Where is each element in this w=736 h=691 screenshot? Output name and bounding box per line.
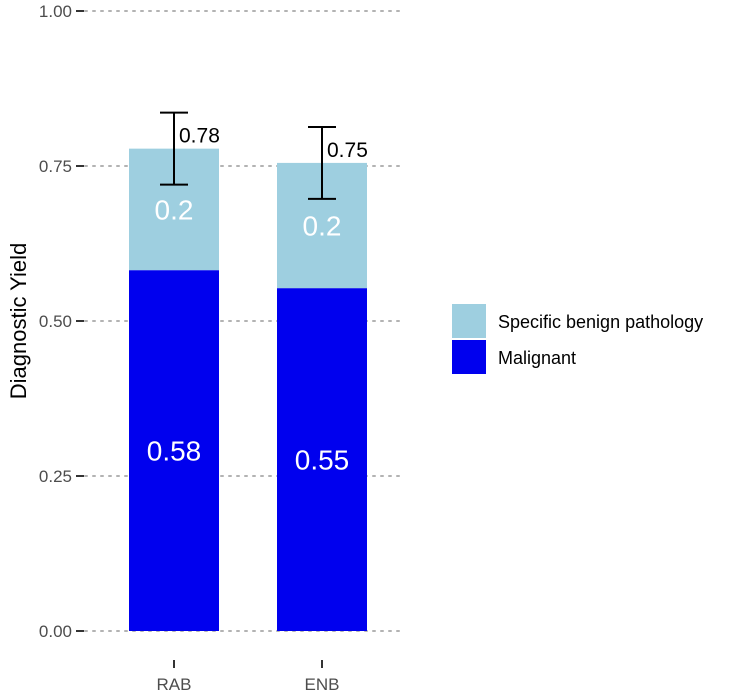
- bar-rab-malignant: [129, 270, 219, 631]
- legend-key-benign: [452, 304, 486, 338]
- bar-value-label: 0.2: [303, 211, 342, 242]
- y-tick-label: 0.50: [39, 312, 72, 331]
- bar-value-label: 0.58: [147, 436, 202, 467]
- legend: Specific benign pathology Malignant: [452, 304, 703, 374]
- total-value-label: 0.75: [327, 139, 368, 162]
- x-tick-label: ENB: [305, 675, 340, 691]
- error-bars: 0.78 0.75: [160, 111, 368, 200]
- y-tick-label: 0.25: [39, 467, 72, 486]
- bars: 0.58 0.2 0.55 0.2: [129, 148, 367, 631]
- y-tick-label: 0.00: [39, 622, 72, 641]
- bar-value-label: 0.2: [155, 194, 194, 225]
- bar-value-label: 0.55: [295, 445, 350, 476]
- x-axis: RAB ENB: [157, 660, 340, 691]
- y-axis-title: Diagnostic Yield: [6, 243, 31, 400]
- bar-enb-malignant: [277, 288, 367, 631]
- legend-label: Malignant: [498, 348, 576, 368]
- y-tick-label: 0.75: [39, 157, 72, 176]
- y-axis: 0.00 0.25 0.50 0.75 1.00: [39, 2, 84, 641]
- legend-label: Specific benign pathology: [498, 312, 703, 332]
- total-value-label: 0.78: [179, 125, 220, 148]
- x-tick-label: RAB: [157, 675, 192, 691]
- legend-key-malignant: [452, 340, 486, 374]
- y-tick-label: 1.00: [39, 2, 72, 21]
